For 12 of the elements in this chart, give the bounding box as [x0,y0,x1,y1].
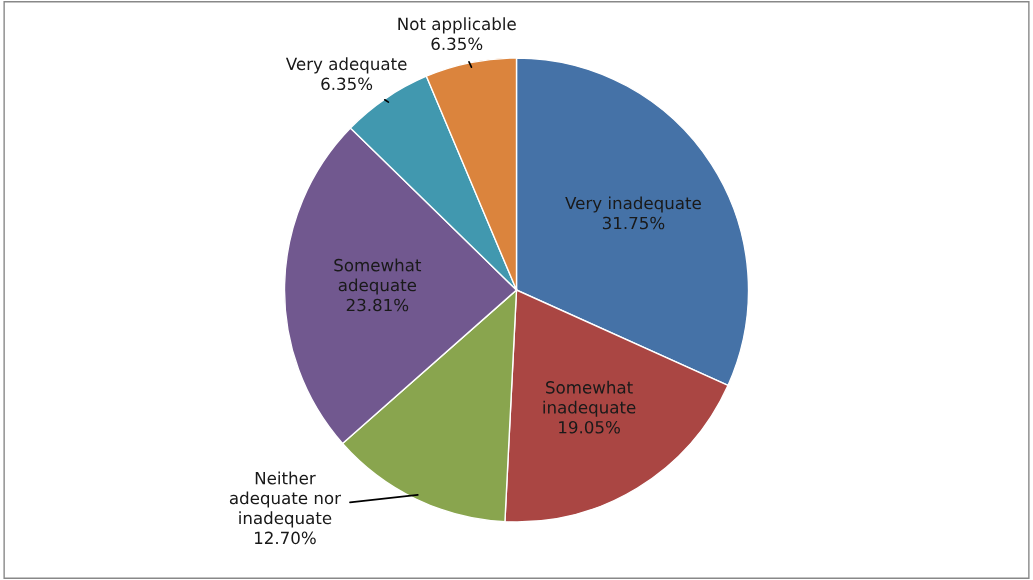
data-label: 6.35% [321,77,373,91]
slice-label: Not applicable [398,17,516,34]
slice-label: Somewhat adequate [334,258,422,295]
data-label: 19.05% [559,420,620,434]
data-label: 31.75% [602,216,665,230]
data-label: 12.70% [254,531,316,545]
slice-label: Very adequate [285,57,407,74]
slice-label: Very inadequate [565,196,701,213]
slice-label: Neither adequate nor inadequate [229,471,341,528]
data-label: 23.81% [346,298,409,312]
data-label: 6.35% [431,37,483,51]
slice-label: Somewhat inadequate [543,380,636,417]
